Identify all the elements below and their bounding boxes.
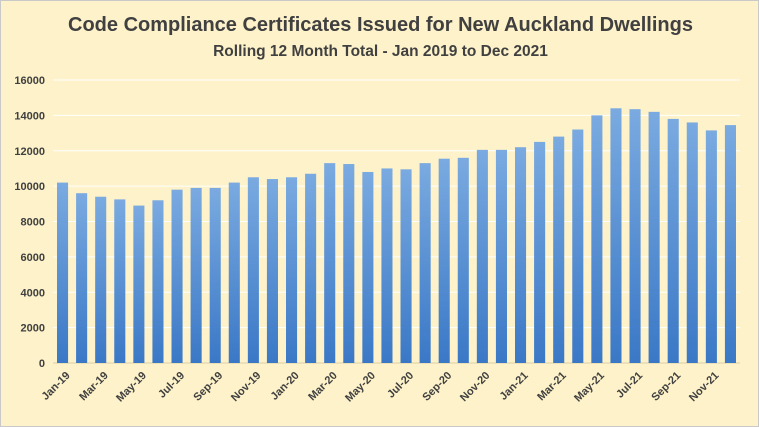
x-tick-label: Sep-20 xyxy=(420,370,454,404)
bar-dec-21 xyxy=(724,125,736,364)
x-tick-label: Nov-19 xyxy=(229,370,263,404)
x-tick-label: Jul-21 xyxy=(614,370,645,401)
bar-aug-19 xyxy=(190,187,202,363)
x-tick-label: Jul-19 xyxy=(156,370,187,401)
bar-oct-21 xyxy=(686,122,698,363)
bar-aug-20 xyxy=(419,163,431,363)
bar-jun-21 xyxy=(610,108,622,363)
bar-nov-19 xyxy=(247,177,259,363)
x-tick-label: May-20 xyxy=(343,370,378,405)
chart-title: Code Compliance Certificates Issued for … xyxy=(68,14,693,36)
x-tick-label: May-19 xyxy=(114,370,149,405)
bar-sep-19 xyxy=(209,187,221,363)
bar-mar-21 xyxy=(553,136,565,363)
chart-subtitle: Rolling 12 Month Total - Jan 2019 to Dec… xyxy=(213,43,548,60)
x-tick-label: Mar-20 xyxy=(306,370,340,404)
bar-nov-20 xyxy=(476,149,488,363)
y-axis-tick-labels: 0 2000 4000 6000 8000 10000 12000 14000 16000 xyxy=(14,75,45,370)
gridlines xyxy=(53,79,740,364)
x-tick-label: Mar-19 xyxy=(77,370,111,404)
bar-jan-21 xyxy=(515,147,527,363)
y-tick-label: 0 xyxy=(39,358,45,370)
bar-sep-21 xyxy=(667,118,679,363)
bar-jun-19 xyxy=(152,200,164,363)
bar-apr-20 xyxy=(343,164,355,363)
bar-jul-19 xyxy=(171,189,183,363)
x-tick-label: May-21 xyxy=(572,370,607,405)
x-tick-label: Sep-21 xyxy=(649,370,683,404)
x-tick-label: Jan-21 xyxy=(498,370,531,403)
x-tick-label: Jan-20 xyxy=(269,370,302,403)
bar-feb-21 xyxy=(534,141,546,363)
bar-nov-21 xyxy=(705,130,717,363)
bar-mar-19 xyxy=(95,196,107,363)
bar-jan-19 xyxy=(57,182,69,363)
bar-apr-21 xyxy=(572,129,584,363)
y-tick-label: 8000 xyxy=(21,217,45,229)
y-tick-label: 2000 xyxy=(21,323,45,335)
y-tick-label: 16000 xyxy=(14,75,45,87)
y-tick-label: 12000 xyxy=(14,146,45,158)
bars xyxy=(57,108,736,364)
x-tick-label: Sep-19 xyxy=(191,370,225,404)
x-tick-label: Nov-21 xyxy=(687,370,721,404)
bar-jun-20 xyxy=(381,168,393,363)
bar-oct-20 xyxy=(457,157,469,363)
bar-apr-19 xyxy=(114,199,126,363)
x-axis-tick-labels: Jan-19 Mar-19 May-19 Jul-19 Sep-19 Nov-19 Jan-… xyxy=(40,370,722,405)
y-tick-label: 14000 xyxy=(14,110,45,122)
x-tick-label: Jan-19 xyxy=(40,370,73,403)
bar-may-19 xyxy=(133,205,145,363)
x-tick-label: Mar-21 xyxy=(535,370,569,404)
bar-may-20 xyxy=(362,171,374,363)
bar-feb-19 xyxy=(76,193,88,363)
y-tick-label: 10000 xyxy=(14,181,45,193)
bar-feb-20 xyxy=(305,173,317,363)
y-tick-label: 4000 xyxy=(21,287,45,299)
bar-jul-21 xyxy=(629,109,641,363)
bar-may-21 xyxy=(591,115,603,363)
x-tick-label: Nov-20 xyxy=(458,370,492,404)
bar-mar-20 xyxy=(324,163,336,363)
x-tick-label: Jul-20 xyxy=(385,370,416,401)
bar-oct-19 xyxy=(228,182,240,363)
bar-jan-20 xyxy=(286,177,298,363)
y-tick-label: 6000 xyxy=(21,252,45,264)
bar-dec-19 xyxy=(266,179,278,363)
bar-sep-20 xyxy=(438,158,450,363)
bar-jul-20 xyxy=(400,169,412,363)
bar-dec-20 xyxy=(495,149,507,363)
bar-aug-21 xyxy=(648,111,660,364)
